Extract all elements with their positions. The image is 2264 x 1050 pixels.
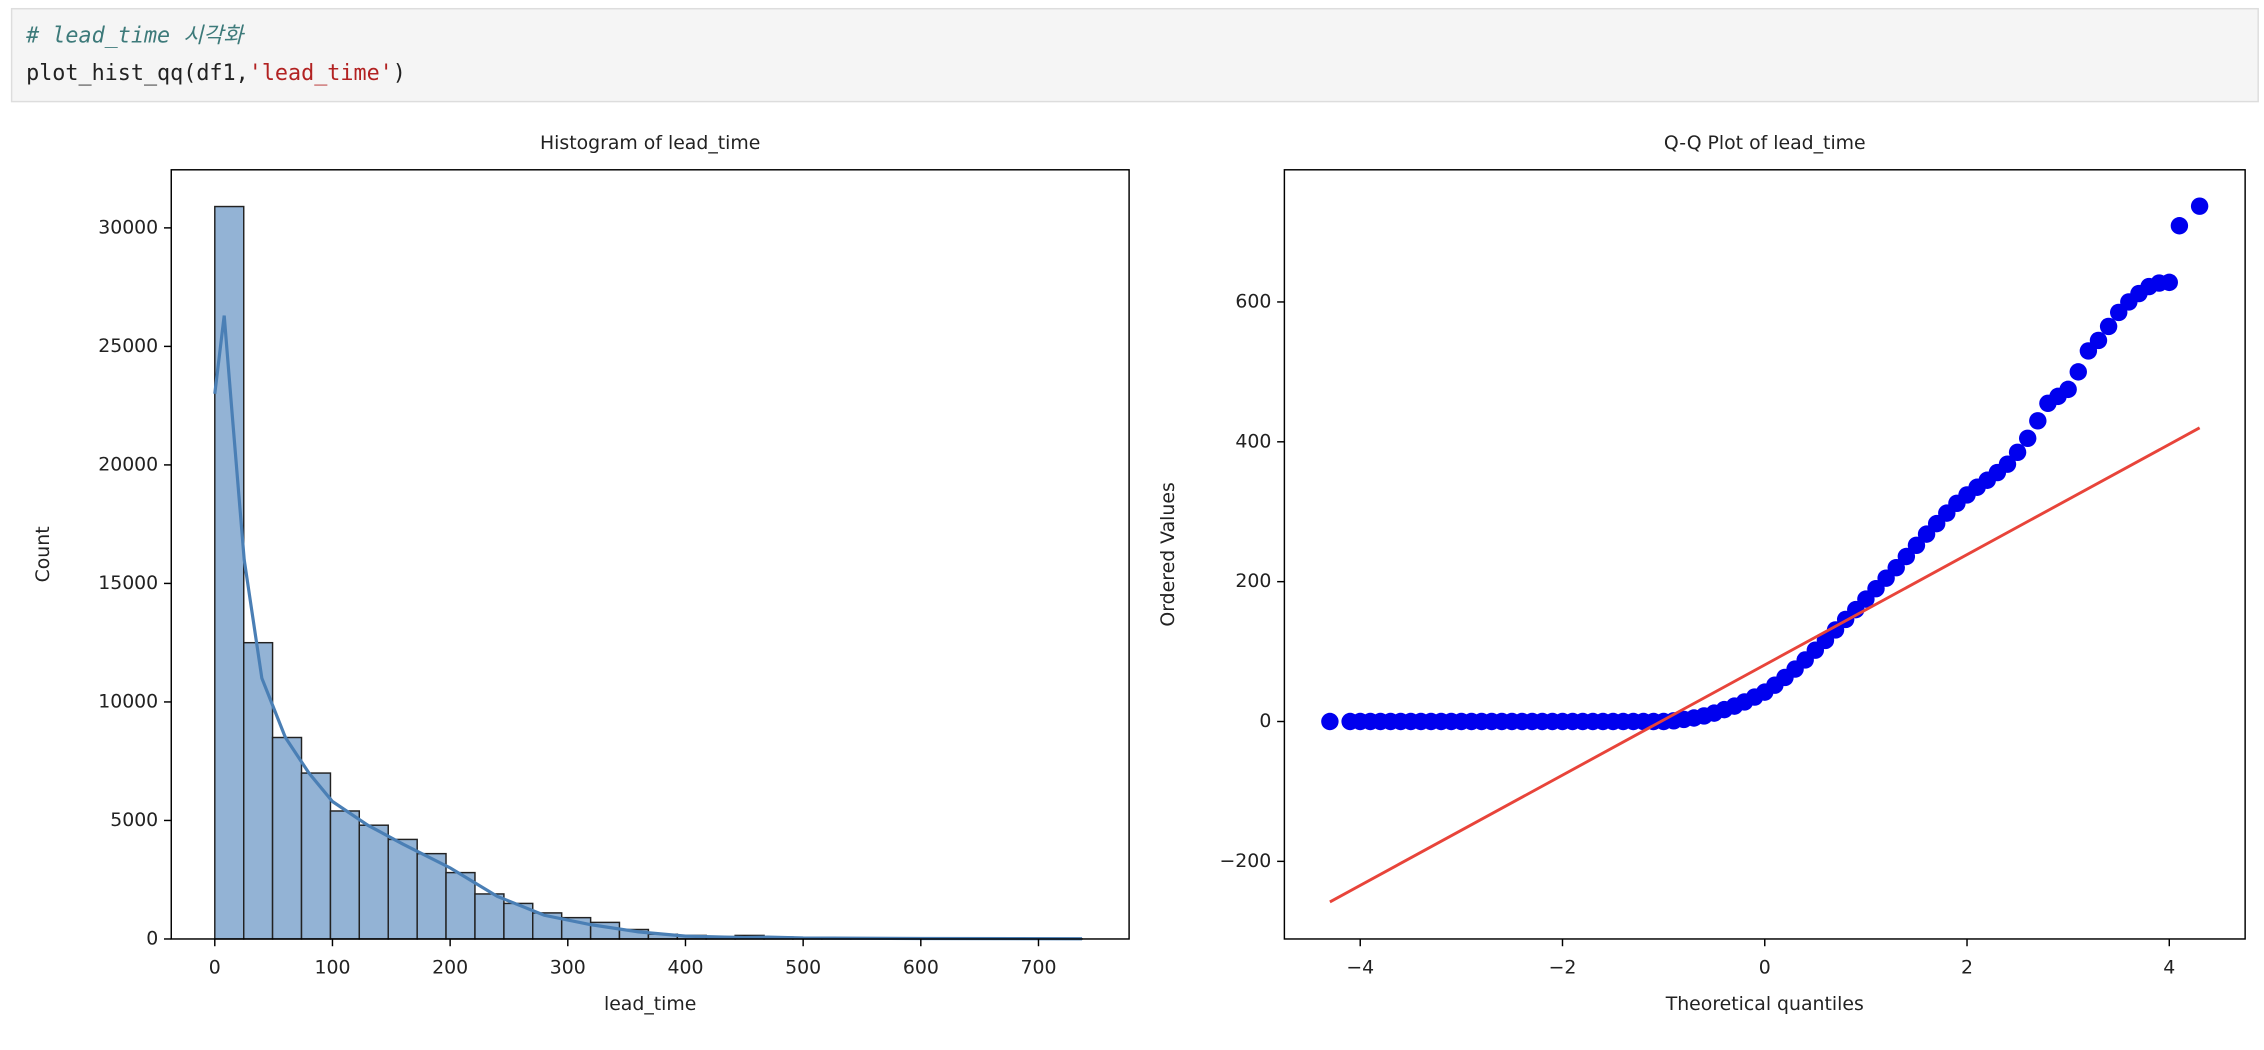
code-line: plot_hist_qq(df1,'lead_time') [26, 61, 406, 86]
x-tick-label: 200 [432, 957, 468, 979]
y-tick-label: 25000 [98, 335, 158, 357]
qq-point [2099, 317, 2118, 336]
chart-title: Histogram of lead_time [540, 132, 760, 154]
qq-point [2190, 197, 2209, 215]
y-tick-label: 0 [1259, 710, 1271, 732]
x-tick-label: 0 [209, 957, 221, 979]
qq-point [2160, 273, 2178, 292]
qq-point [2170, 217, 2189, 235]
code-argument: 'lead_time' [249, 61, 393, 86]
y-tick-label: 600 [1235, 290, 1271, 312]
qq-point [2008, 443, 2027, 462]
bar [271, 736, 303, 940]
qq-point [2059, 380, 2077, 399]
bar [445, 871, 476, 940]
bar [416, 852, 447, 940]
y-tick-label: 15000 [98, 572, 158, 594]
code-close: ) [393, 61, 406, 86]
kde-line [213, 315, 1083, 941]
qq-point [1907, 536, 1926, 555]
y-tick-label: 10000 [98, 690, 158, 712]
x-tick-label: 2 [1961, 957, 1973, 979]
bar [474, 893, 505, 940]
bar [243, 641, 274, 940]
x-tick-label: 400 [667, 957, 703, 979]
y-tick-label: 5000 [110, 809, 158, 831]
qq-point [2089, 331, 2108, 350]
x-axis-label: Theoretical quantiles [1665, 993, 1864, 1015]
x-tick-label: −4 [1346, 957, 1374, 979]
x-tick-label: 0 [1759, 957, 1771, 979]
y-tick-label: 400 [1235, 430, 1271, 452]
x-tick-label: 600 [903, 957, 939, 979]
y-tick-label: −200 [1220, 850, 1272, 872]
y-tick-label: 30000 [98, 216, 158, 238]
y-tick-label: 20000 [98, 453, 158, 475]
qq-point [2069, 363, 2087, 381]
bar [387, 838, 418, 940]
x-tick-label: 300 [550, 957, 586, 979]
bar [329, 810, 361, 940]
chart-title: Q-Q Plot of lead_time [1664, 132, 1866, 154]
bar [214, 205, 245, 940]
qq-point [1321, 712, 1339, 731]
bar [358, 824, 389, 940]
x-tick-label: −2 [1549, 957, 1577, 979]
code-comment: # lead_time 시각화 [25, 23, 245, 48]
fit-line [1329, 426, 2201, 904]
x-axis-label: lead_time [604, 993, 696, 1015]
qq-point [1897, 547, 1916, 566]
axes-frame [170, 169, 1130, 940]
x-tick-label: 100 [314, 957, 350, 979]
qq-point [1998, 455, 2017, 473]
y-axis-label: Count [32, 526, 54, 582]
code-call: plot_hist_qq(df1, [26, 61, 249, 86]
qq-point [1887, 558, 1905, 577]
bar [300, 772, 332, 940]
axes-frame [1283, 169, 2246, 940]
y-axis-label: Ordered Values [1157, 482, 1179, 626]
y-tick-label: 200 [1235, 570, 1271, 592]
qq-point [2029, 412, 2047, 430]
y-tick-label: 0 [146, 927, 158, 949]
qq-point [2018, 429, 2037, 448]
x-tick-label: 700 [1020, 957, 1056, 979]
code-cell[interactable] [10, 7, 2259, 103]
x-tick-label: 500 [785, 957, 821, 979]
x-tick-label: 4 [2163, 957, 2175, 979]
